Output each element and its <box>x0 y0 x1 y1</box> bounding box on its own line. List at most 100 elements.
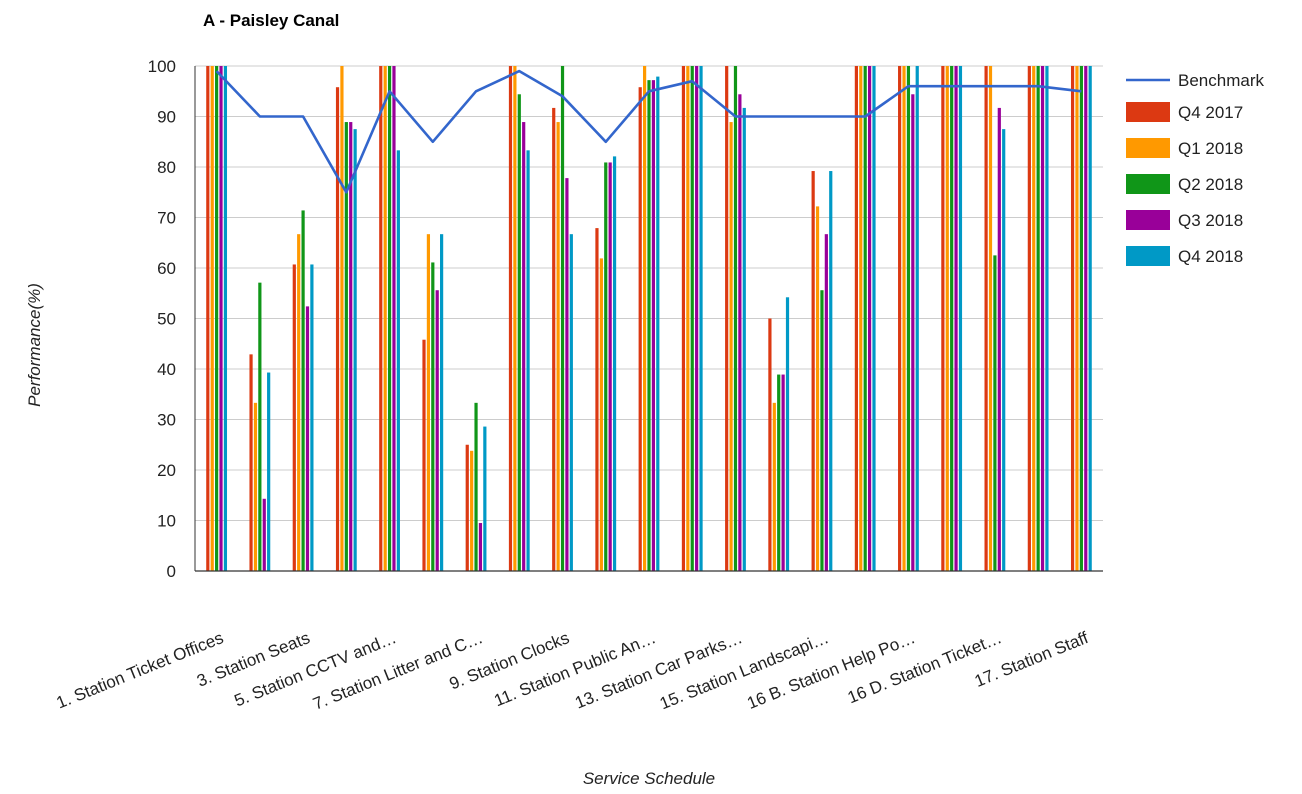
bar-group <box>465 402 487 571</box>
bar <box>811 171 815 572</box>
legend-label: Q4 2018 <box>1178 247 1243 266</box>
bar <box>478 523 483 571</box>
bar-group <box>508 66 530 572</box>
bar <box>945 66 949 571</box>
bar <box>253 402 258 571</box>
y-tick-label: 100 <box>148 57 176 76</box>
legend-label: Q2 2018 <box>1178 175 1243 194</box>
bar <box>915 66 919 571</box>
bar <box>859 66 863 571</box>
bar-group <box>1027 66 1049 571</box>
bar <box>526 150 530 571</box>
bar <box>522 122 526 572</box>
bar <box>305 306 310 571</box>
bar-group <box>249 282 271 571</box>
bar <box>335 87 340 572</box>
bar <box>854 66 858 571</box>
bar <box>1075 66 1079 571</box>
bar <box>911 94 915 571</box>
legend-item[interactable]: Q3 2018 <box>1126 210 1243 230</box>
bar <box>1032 66 1036 571</box>
bar <box>297 234 301 572</box>
bar <box>954 66 958 571</box>
legend-item[interactable]: Q2 2018 <box>1126 174 1243 194</box>
bar-group <box>854 66 876 571</box>
bar <box>267 372 271 571</box>
bar <box>1079 66 1083 571</box>
y-axis-title: Performance(%) <box>25 283 44 407</box>
bar <box>517 94 521 571</box>
x-axis-title: Service Schedule <box>583 769 715 788</box>
bar <box>725 66 729 571</box>
bar-group <box>638 66 660 572</box>
bar <box>565 178 569 572</box>
y-tick-label: 20 <box>157 461 176 480</box>
bar <box>863 66 867 571</box>
bar <box>656 76 660 571</box>
bar <box>599 258 603 571</box>
y-tick-labels: 0 10 20 30 40 50 60 70 80 90 100 <box>148 57 176 581</box>
bar <box>742 107 746 571</box>
bar <box>997 107 1001 571</box>
bar <box>651 80 655 571</box>
bar-group <box>811 171 833 572</box>
legend-swatch <box>1126 246 1170 266</box>
y-tick-label: 0 <box>167 562 176 581</box>
legend-label: Q3 2018 <box>1178 211 1243 230</box>
bar <box>777 374 781 571</box>
bar <box>435 290 439 571</box>
bar <box>383 66 387 571</box>
bar <box>310 264 314 571</box>
y-tick-label: 90 <box>157 108 176 127</box>
legend-label: Benchmark <box>1178 71 1264 90</box>
bar <box>608 162 612 571</box>
y-tick-label: 30 <box>157 411 176 430</box>
bar <box>681 66 686 571</box>
bar-group <box>552 66 573 572</box>
bar-group <box>984 66 1006 571</box>
bar <box>1070 66 1075 571</box>
bar <box>210 66 214 571</box>
bar <box>349 122 353 572</box>
y-tick-label: 10 <box>157 512 176 531</box>
bar <box>738 94 742 571</box>
bar-group <box>725 66 746 572</box>
bar <box>595 228 599 572</box>
legend-item[interactable]: Q1 2018 <box>1126 138 1243 158</box>
legend-item[interactable]: Q4 2018 <box>1126 246 1243 266</box>
bar <box>560 66 565 571</box>
bar <box>344 122 348 572</box>
bar <box>1084 66 1088 571</box>
bar <box>340 66 344 571</box>
bar <box>781 374 785 571</box>
bar <box>647 80 651 571</box>
bar <box>552 107 556 571</box>
legend-swatch <box>1126 210 1170 230</box>
bar-group <box>292 210 314 572</box>
bar <box>690 66 694 571</box>
bar <box>829 171 833 572</box>
bar <box>262 498 266 571</box>
bar <box>513 66 517 571</box>
bar <box>950 66 954 571</box>
bar <box>898 66 902 571</box>
bar <box>815 206 820 571</box>
bar <box>387 66 392 571</box>
bar <box>612 156 617 571</box>
y-tick-label: 80 <box>157 158 176 177</box>
legend-item[interactable]: Benchmark <box>1126 71 1264 90</box>
legend-item[interactable]: Q4 2017 <box>1126 102 1243 122</box>
bar <box>1045 66 1049 571</box>
bar <box>984 66 988 571</box>
bar <box>820 290 824 571</box>
bar <box>643 66 647 571</box>
bar <box>958 66 963 571</box>
y-tick-label: 40 <box>157 360 176 379</box>
bar-group <box>335 66 357 572</box>
bar <box>223 66 228 571</box>
bar <box>474 402 478 571</box>
bar <box>867 66 872 571</box>
bar <box>824 234 828 572</box>
